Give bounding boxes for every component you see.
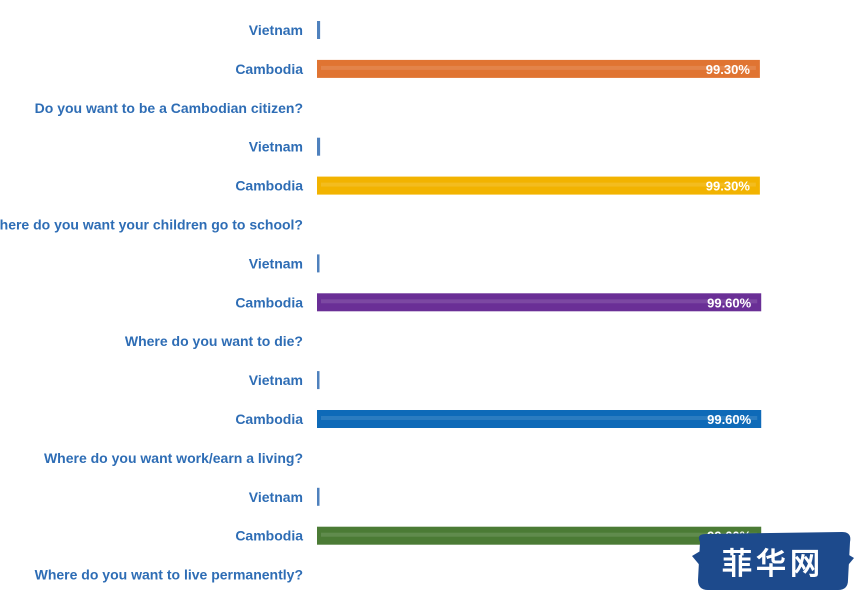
category-label: Where do you want work/earn a living? (44, 450, 303, 466)
bar-highlight (321, 532, 758, 537)
category-label: Where do you want to die? (125, 333, 303, 349)
bar (317, 59, 760, 78)
category-label: Vietnam (249, 139, 303, 155)
value-label: 99.30% (706, 62, 751, 77)
bar (317, 137, 321, 156)
category-label: Cambodia (235, 61, 303, 77)
bar-highlight (321, 65, 756, 70)
bar (317, 371, 320, 390)
bar (317, 293, 762, 312)
category-label: Where do you want to live permanently? (35, 567, 303, 583)
bar (317, 176, 760, 195)
value-label: 99.60% (707, 412, 752, 427)
category-label: Cambodia (235, 294, 303, 310)
bar-highlight (321, 416, 758, 420)
bar (317, 410, 762, 428)
category-label: Cambodia (235, 528, 303, 544)
watermark-logo: 菲华网 (692, 528, 854, 594)
watermark-text: 菲华网 (722, 547, 824, 582)
value-label: 99.60% (707, 295, 752, 310)
category-label: Where do you want your children go to sc… (0, 217, 303, 233)
category-label: Vietnam (249, 372, 303, 388)
category-label: Cambodia (235, 411, 303, 427)
category-label: Do you want to be a Cambodian citizen? (35, 100, 303, 116)
watermark-badge-shape (692, 532, 854, 590)
value-label: 99.30% (706, 179, 751, 194)
bar (317, 254, 320, 273)
category-label: Vietnam (249, 22, 303, 38)
category-label: Cambodia (235, 178, 303, 194)
bar-highlight (321, 182, 756, 187)
bar (317, 487, 320, 506)
bar (317, 526, 762, 545)
category-label: Vietnam (249, 255, 303, 271)
category-label: Vietnam (249, 489, 303, 505)
bar (317, 21, 321, 39)
bar-highlight (321, 299, 758, 304)
